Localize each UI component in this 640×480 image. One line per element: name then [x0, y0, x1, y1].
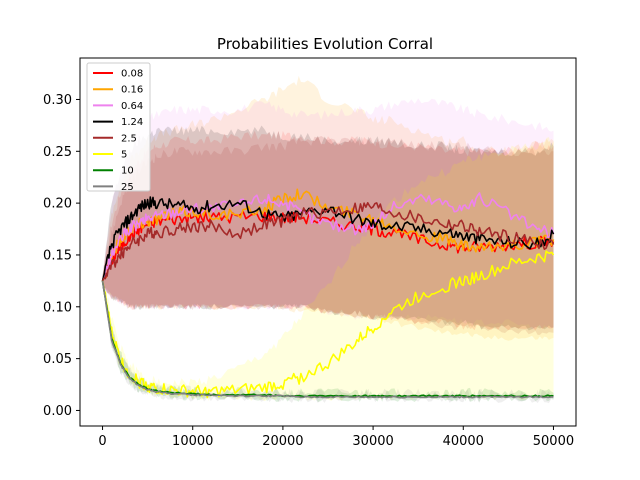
y-tick-label: 0.00: [43, 404, 72, 419]
legend-label-0-64: 0.64: [121, 101, 143, 112]
x-tick-label: 40000: [443, 434, 484, 449]
band-5: [102, 137, 554, 402]
legend-label-25: 25: [121, 182, 134, 193]
x-axis: 0 10000 20000 30000 40000 50000: [98, 426, 574, 449]
y-tick-label: 0.30: [43, 93, 72, 108]
legend-label-1-24: 1.24: [121, 117, 143, 128]
series-line-25: [101, 280, 554, 399]
x-tick-label: 10000: [172, 434, 213, 449]
series-line-2-5: [101, 202, 555, 282]
chart-title: Probabilities Evolution Corral: [217, 35, 433, 53]
y-axis: 0.00 0.05 0.10 0.15 0.20 0.25 0.30: [43, 93, 80, 419]
x-tick-label: 30000: [352, 434, 393, 449]
legend-label-10: 10: [121, 166, 134, 177]
y-tick-label: 0.15: [43, 248, 72, 263]
band-0-16: [102, 75, 554, 341]
series-line-0-64: [101, 192, 555, 282]
legend-label-5: 5: [121, 150, 127, 161]
band-0-64: [102, 98, 554, 330]
y-tick-label: 0.20: [43, 197, 72, 212]
x-tick-label: 0: [98, 434, 106, 449]
y-tick-label: 0.10: [43, 300, 72, 315]
y-tick-label: 0.25: [43, 145, 72, 160]
x-tick-label: 20000: [262, 434, 303, 449]
series-line-0-08: [101, 210, 555, 282]
legend-box: [86, 62, 151, 192]
x-tick-label: 50000: [533, 434, 574, 449]
legend-label-0-16: 0.16: [121, 85, 143, 96]
legend-label-0-08: 0.08: [121, 69, 143, 80]
band-0-08: [102, 130, 554, 331]
y-tick-label: 0.05: [43, 352, 72, 367]
legend: 0.08 0.16 0.64 1.24 2.5 5 10 25: [86, 62, 151, 193]
band-2-5: [102, 136, 554, 335]
band-1-24: [102, 125, 554, 331]
plot-area-frame: [79, 57, 577, 427]
series-lines: [101, 188, 555, 399]
legend-label-2-5: 2.5: [121, 133, 137, 144]
